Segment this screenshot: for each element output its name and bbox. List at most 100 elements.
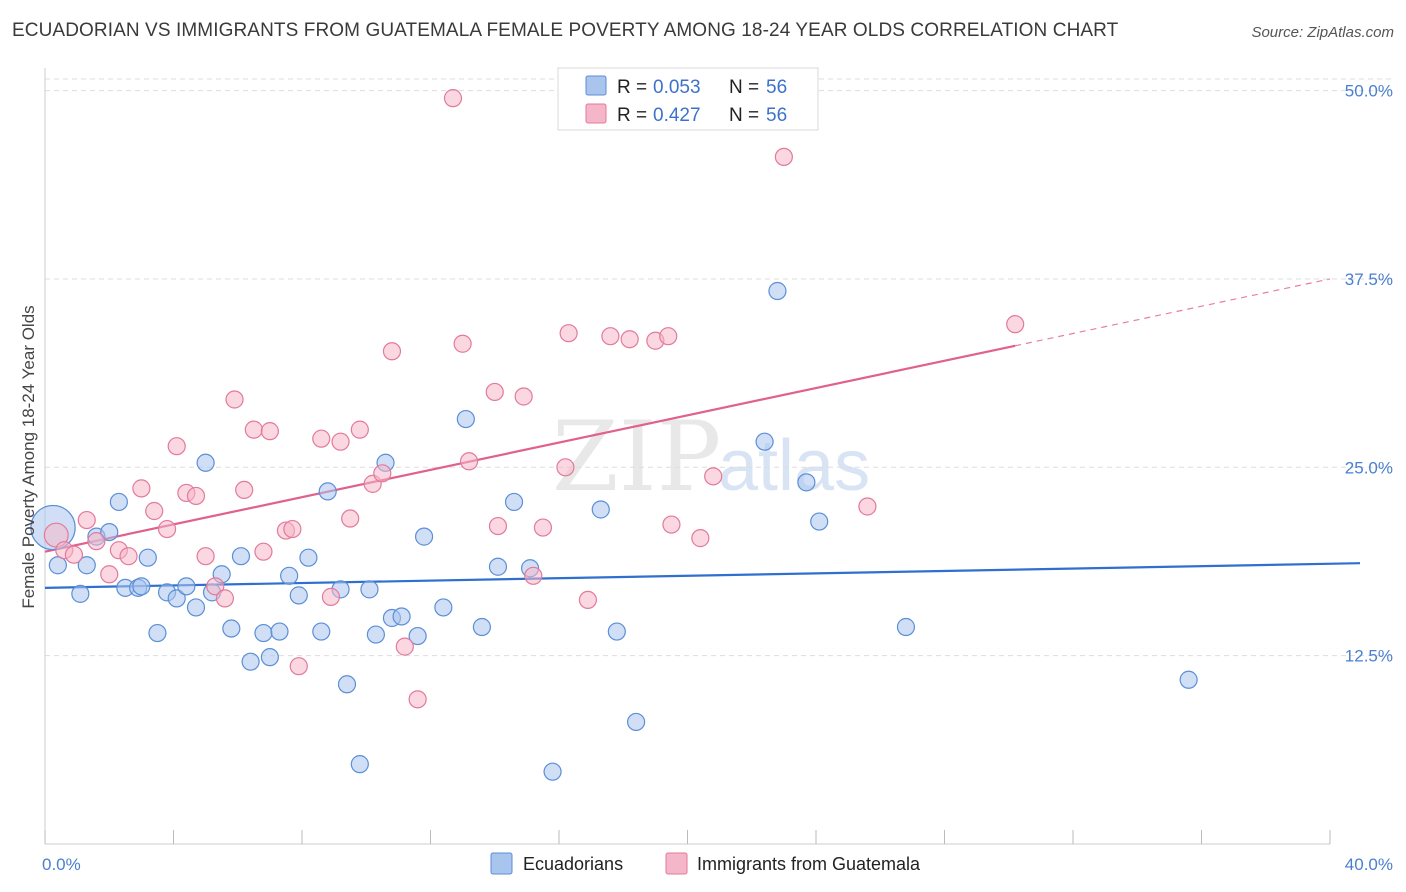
point-ecuadorians (504, 492, 524, 512)
point-guatemala (556, 458, 575, 477)
point-guatemala (704, 467, 723, 486)
point-guatemala (206, 577, 225, 596)
point-ecuadorians (167, 589, 186, 608)
point-guatemala (488, 516, 508, 536)
point-ecuadorians (366, 625, 385, 644)
point-guatemala (485, 382, 504, 402)
point-guatemala (260, 422, 279, 441)
point-guatemala (662, 515, 681, 534)
point-ecuadorians (148, 623, 167, 643)
point-ecuadorians (177, 577, 196, 596)
point-guatemala (254, 542, 273, 561)
point-guatemala (244, 420, 263, 439)
point-guatemala (186, 486, 206, 506)
point-ecuadorians (299, 548, 318, 567)
point-ecuadorians (810, 512, 829, 531)
legend-r-value-1: 0.053 (653, 77, 701, 98)
y-tick-label: 37.5% (1345, 270, 1393, 289)
point-guatemala (167, 437, 186, 456)
watermark: ZIP atlas (552, 401, 870, 513)
point-ecuadorians (186, 598, 206, 617)
chart-title: ECUADORIAN VS IMMIGRANTS FROM GUATEMALA … (12, 20, 1119, 41)
point-ecuadorians (607, 622, 626, 641)
x-tick-label: 40.0% (1345, 855, 1393, 874)
point-ecuadorians (456, 409, 475, 429)
trend-line-ecuadorians (44, 562, 1361, 589)
point-guatemala (459, 452, 479, 471)
point-ecuadorians (318, 482, 337, 501)
point-guatemala (408, 690, 427, 709)
point-guatemala (620, 330, 639, 349)
point-ecuadorians (138, 548, 157, 567)
point-guatemala (858, 497, 877, 516)
legend-r-label-2: R = (617, 105, 647, 126)
point-ecuadorians (71, 584, 90, 603)
point-guatemala (77, 510, 96, 530)
point-ecuadorians (797, 473, 816, 492)
point-guatemala (119, 547, 138, 566)
point-ecuadorians (392, 607, 411, 626)
point-guatemala (453, 334, 472, 353)
point-ecuadorians (434, 598, 453, 617)
point-ecuadorians (241, 652, 260, 671)
point-guatemala (691, 529, 710, 548)
point-guatemala (283, 519, 302, 539)
point-guatemala (321, 587, 341, 606)
legend-r-value-2: 0.427 (653, 105, 701, 126)
series-legend-label-ecuadorians: Ecuadorians (523, 854, 623, 874)
point-ecuadorians (260, 648, 279, 667)
legend-n-value-2: 56 (766, 105, 787, 126)
point-guatemala (132, 479, 151, 498)
point-guatemala (196, 547, 215, 566)
point-ecuadorians (196, 453, 215, 472)
point-ecuadorians (1179, 670, 1198, 689)
point-ecuadorians (360, 580, 379, 599)
point-ecuadorians (350, 755, 369, 774)
point-guatemala (87, 532, 106, 551)
point-ecuadorians (591, 500, 610, 519)
point-guatemala (350, 420, 369, 439)
point-ecuadorians (414, 527, 434, 546)
point-guatemala (157, 519, 177, 539)
series-legend: Ecuadorians Immigrants from Guatemala (490, 852, 921, 875)
point-ecuadorians (488, 557, 508, 576)
point-ecuadorians (543, 762, 562, 781)
point-guatemala (659, 327, 678, 346)
point-guatemala (395, 637, 414, 656)
point-ecuadorians (222, 619, 241, 638)
point-ecuadorians (280, 566, 299, 585)
point-guatemala (331, 432, 350, 451)
legend-n-label-2: N = (729, 105, 759, 126)
point-ecuadorians (337, 675, 357, 694)
y-tick-label: 50.0% (1345, 82, 1393, 101)
point-guatemala (312, 429, 331, 448)
watermark-atlas: atlas (718, 426, 870, 506)
point-guatemala (578, 590, 598, 609)
point-ecuadorians (312, 622, 331, 641)
data-points (30, 89, 1198, 781)
point-ecuadorians (100, 522, 119, 542)
legend-swatch-pink (585, 103, 607, 124)
trend-line-guatemala (44, 344, 1016, 553)
point-ecuadorians (896, 617, 916, 637)
point-guatemala (533, 518, 553, 537)
trend-lines (44, 278, 1361, 589)
watermark-zip: ZIP (552, 401, 721, 513)
point-ecuadorians (472, 617, 491, 637)
point-ecuadorians (755, 432, 774, 451)
point-ecuadorians (626, 712, 646, 732)
point-ecuadorians (408, 626, 427, 646)
x-ticks: 0.0% 40.0% (42, 830, 1393, 874)
source-credit: Source: ZipAtlas.com (1251, 24, 1394, 41)
point-guatemala (443, 89, 463, 108)
point-guatemala (341, 509, 360, 528)
legend-n-label-1: N = (729, 77, 759, 98)
point-guatemala (64, 545, 84, 564)
point-guatemala (514, 387, 533, 406)
point-ecuadorians (109, 492, 128, 512)
point-ecuadorians (48, 556, 67, 575)
point-guatemala (225, 390, 244, 409)
point-guatemala (559, 324, 578, 343)
point-guatemala (289, 657, 308, 676)
point-guatemala (524, 566, 543, 585)
